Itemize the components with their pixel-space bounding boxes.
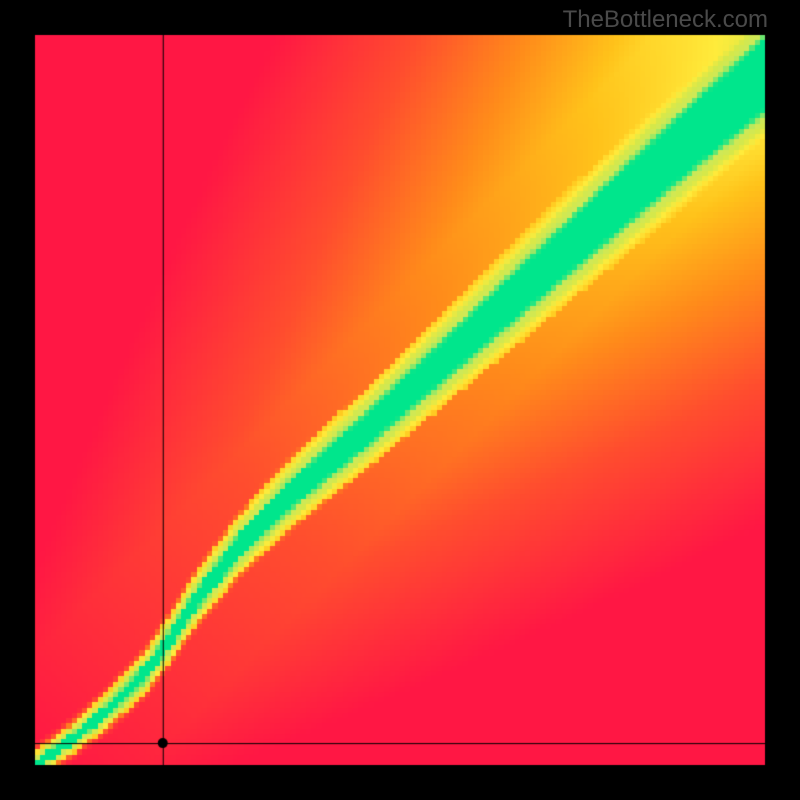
watermark-text: TheBottleneck.com — [563, 6, 768, 34]
chart-container: TheBottleneck.com — [0, 0, 800, 800]
bottleneck-heatmap — [0, 0, 800, 800]
